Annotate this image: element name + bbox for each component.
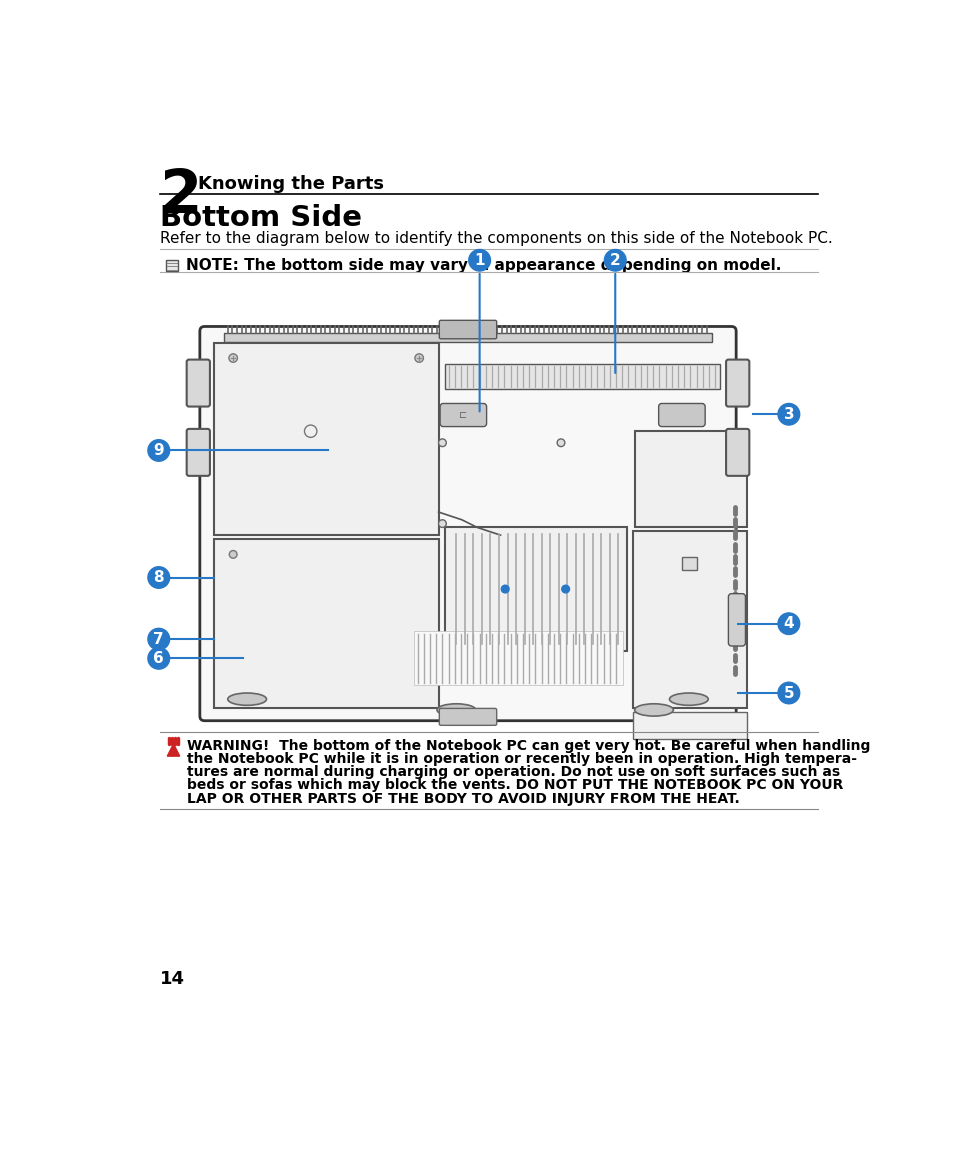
Bar xyxy=(224,333,711,342)
Circle shape xyxy=(500,586,509,593)
Text: 8: 8 xyxy=(153,571,164,584)
Bar xyxy=(634,431,746,528)
Circle shape xyxy=(604,249,625,271)
Circle shape xyxy=(415,353,423,363)
Text: 7: 7 xyxy=(153,632,164,647)
Text: 2: 2 xyxy=(159,167,202,226)
Text: 3: 3 xyxy=(782,407,793,422)
Text: 1: 1 xyxy=(474,253,484,268)
Circle shape xyxy=(438,439,446,447)
Circle shape xyxy=(778,403,799,425)
Ellipse shape xyxy=(669,693,707,706)
Text: Refer to the diagram below to identify the components on this side of the Notebo: Refer to the diagram below to identify t… xyxy=(159,231,831,246)
Text: ⊏: ⊏ xyxy=(458,410,467,420)
FancyBboxPatch shape xyxy=(439,320,497,338)
Text: the Notebook PC while it is in operation or recently been in operation. High tem: the Notebook PC while it is in operation… xyxy=(187,752,857,766)
Bar xyxy=(444,528,626,650)
FancyBboxPatch shape xyxy=(199,327,736,721)
Text: WARNING!  The bottom of the Notebook PC can get very hot. Be careful when handli: WARNING! The bottom of the Notebook PC c… xyxy=(187,739,870,753)
Circle shape xyxy=(438,520,446,528)
Circle shape xyxy=(148,567,170,588)
Bar xyxy=(681,558,697,569)
Text: 14: 14 xyxy=(159,970,184,988)
Circle shape xyxy=(778,683,799,703)
Bar xyxy=(213,539,438,708)
Text: tures are normal during charging or operation. Do not use on soft surfaces such : tures are normal during charging or oper… xyxy=(187,766,840,780)
FancyBboxPatch shape xyxy=(658,403,704,426)
Bar xyxy=(166,260,178,271)
Text: Knowing the Parts: Knowing the Parts xyxy=(198,174,384,193)
Polygon shape xyxy=(167,744,179,757)
Circle shape xyxy=(229,353,237,363)
Bar xyxy=(414,632,622,685)
Circle shape xyxy=(778,613,799,634)
FancyBboxPatch shape xyxy=(439,403,486,426)
Text: LAP OR OTHER PARTS OF THE BODY TO AVOID INJURY FROM THE HEAT.: LAP OR OTHER PARTS OF THE BODY TO AVOID … xyxy=(187,791,740,805)
Bar xyxy=(444,364,720,389)
Bar xyxy=(633,713,746,739)
Text: beds or sofas which may block the vents. DO NOT PUT THE NOTEBOOK PC ON YOUR: beds or sofas which may block the vents.… xyxy=(187,778,843,792)
Circle shape xyxy=(148,648,170,669)
FancyBboxPatch shape xyxy=(187,429,210,476)
Circle shape xyxy=(229,551,236,558)
Text: 9: 9 xyxy=(153,444,164,457)
Circle shape xyxy=(561,586,569,593)
Text: 4: 4 xyxy=(782,617,793,631)
Bar xyxy=(213,343,438,535)
Circle shape xyxy=(468,249,490,271)
Ellipse shape xyxy=(634,703,673,716)
Bar xyxy=(633,531,746,708)
Text: Bottom Side: Bottom Side xyxy=(159,204,361,232)
FancyBboxPatch shape xyxy=(725,429,748,476)
FancyBboxPatch shape xyxy=(187,359,210,407)
Text: NOTE: The bottom side may vary in appearance depending on model.: NOTE: The bottom side may vary in appear… xyxy=(186,258,781,273)
Text: 6: 6 xyxy=(153,651,164,665)
FancyBboxPatch shape xyxy=(728,594,744,646)
Text: 5: 5 xyxy=(782,686,793,700)
Circle shape xyxy=(557,439,564,447)
Circle shape xyxy=(148,440,170,461)
FancyBboxPatch shape xyxy=(725,359,748,407)
Circle shape xyxy=(148,628,170,650)
Ellipse shape xyxy=(436,703,476,716)
FancyBboxPatch shape xyxy=(439,708,497,725)
Text: 2: 2 xyxy=(609,253,620,268)
Ellipse shape xyxy=(228,693,266,706)
